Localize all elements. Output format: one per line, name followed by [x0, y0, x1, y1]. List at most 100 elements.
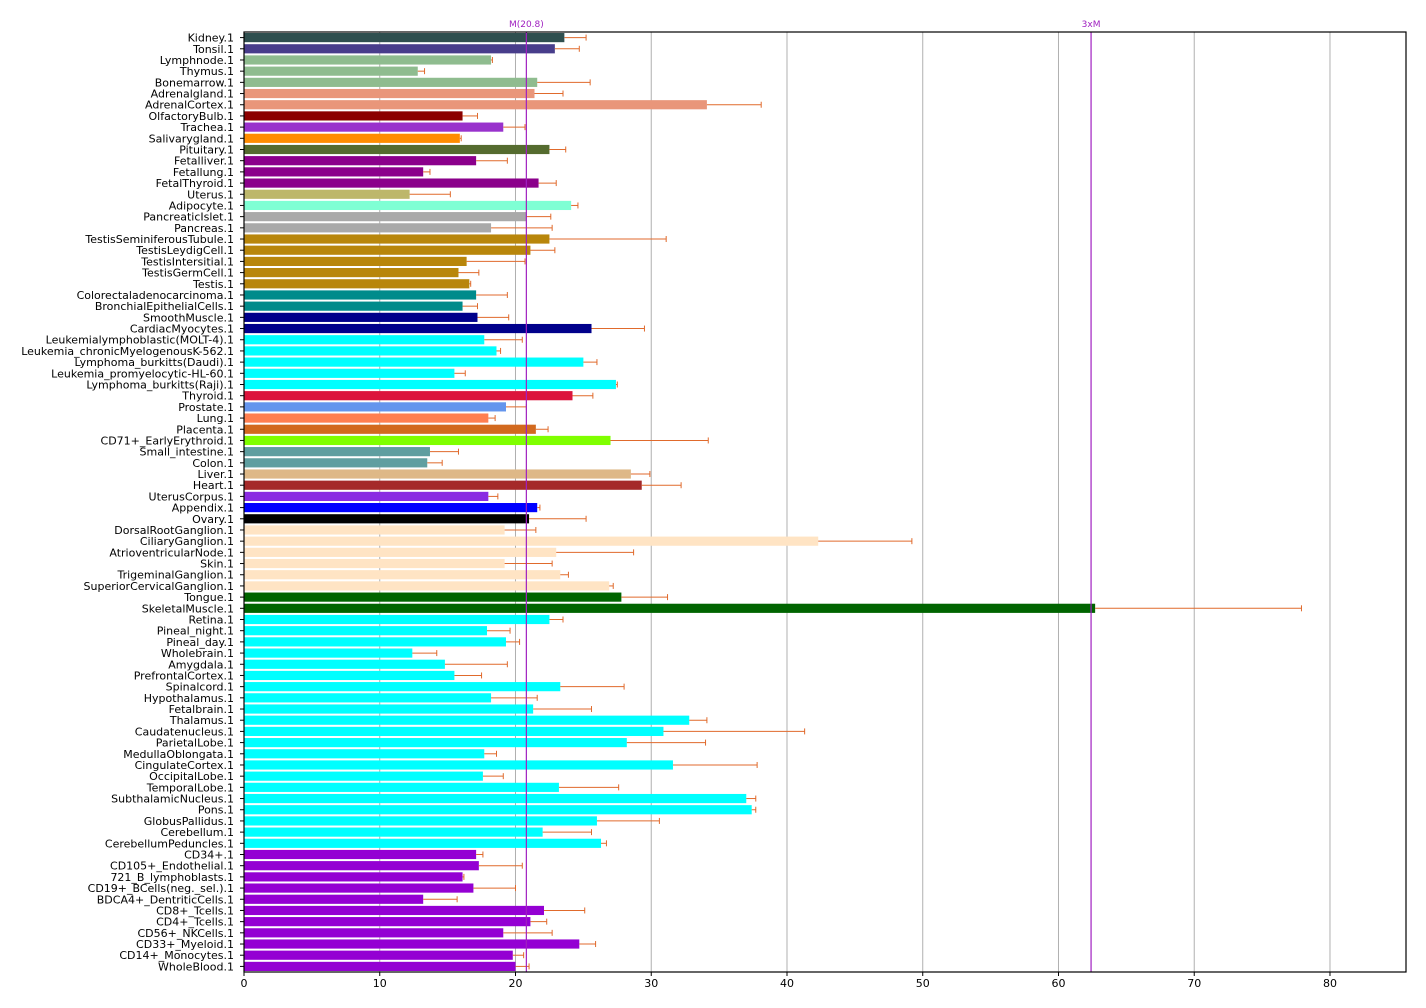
- y-tick-label: Lymphnode.1: [160, 54, 234, 67]
- bar: [244, 782, 559, 792]
- y-tick-label: Tonsil.1: [192, 43, 234, 56]
- y-tick-label: OlfactoryBulb.1: [148, 110, 234, 123]
- bar: [244, 368, 455, 378]
- y-tick-label: Lymphoma_burkitts(Raji).1: [86, 379, 234, 392]
- bar: [244, 614, 550, 625]
- bar: [244, 447, 430, 457]
- bar: [244, 301, 463, 311]
- y-tick-label: CD56+_NKCells.1: [138, 927, 235, 940]
- bar: [244, 805, 752, 815]
- y-tick-label: CardiacMyocytes.1: [130, 323, 234, 336]
- bar: [244, 905, 545, 916]
- y-tick-label: TrigeminalGanglion.1: [117, 569, 235, 582]
- bar: [244, 592, 622, 602]
- bar: [244, 715, 690, 725]
- bar: [244, 626, 487, 636]
- bar: [244, 66, 418, 76]
- y-tick-label: Lymphoma_burkitts(Daudi).1: [74, 356, 234, 369]
- bar: [244, 961, 516, 971]
- bar: [244, 838, 602, 848]
- y-tick-label: Amygdala.1: [168, 658, 234, 671]
- y-tick-label: Small_intestine.1: [140, 446, 235, 459]
- y-tick-label: Pineal_day.1: [166, 636, 234, 649]
- y-tick-label: CD105+_Endothelial.1: [110, 860, 234, 873]
- y-tick-label: Cerebellum.1: [160, 826, 234, 839]
- y-tick-label: Adipocyte.1: [169, 199, 234, 212]
- bar: [244, 581, 610, 591]
- y-tick-label: SkeletalMuscle.1: [142, 602, 234, 615]
- y-tick-label: Hypothalamus.1: [144, 692, 234, 705]
- y-tick-label: FetalThyroid.1: [156, 177, 234, 190]
- y-tick-label: Lung.1: [197, 412, 234, 425]
- bar: [244, 793, 747, 804]
- y-tick-label: Thyroid.1: [181, 390, 234, 403]
- y-tick-label: CD14+_Monocytes.1: [119, 949, 234, 962]
- y-tick-label: CD34+.1: [184, 849, 234, 862]
- y-tick-label: MedullaOblongata.1: [123, 748, 234, 761]
- bar: [244, 335, 485, 345]
- x-tick-label: 80: [1323, 977, 1337, 990]
- bar: [244, 726, 664, 736]
- bar: [244, 223, 492, 233]
- y-tick-label: Appendix.1: [172, 502, 234, 515]
- y-tick-label: Fetalliver.1: [174, 155, 234, 168]
- bar: [244, 514, 530, 524]
- x-tick-label: 50: [916, 977, 930, 990]
- bar: [244, 659, 445, 669]
- bar: [244, 100, 707, 110]
- y-tick-label: Ovary.1: [192, 513, 234, 526]
- y-tick-label: Bonemarrow.1: [155, 76, 234, 89]
- y-tick-label: PancreaticIslet.1: [143, 211, 234, 224]
- bar: [244, 525, 505, 535]
- y-tick-label: Placenta.1: [176, 423, 234, 436]
- y-tick-label: Liver.1: [198, 468, 234, 481]
- bar: [244, 704, 534, 714]
- bar: [244, 144, 550, 155]
- bar: [244, 827, 543, 837]
- bar: [244, 503, 538, 513]
- y-tick-label: TestisIntersitial.1: [140, 255, 234, 268]
- bar: [244, 928, 504, 938]
- bar: [244, 290, 477, 300]
- bar: [244, 178, 539, 188]
- bar: [244, 738, 627, 748]
- bar: [244, 603, 1096, 613]
- y-tick-label: Salivarygland.1: [149, 132, 234, 145]
- bar: [244, 88, 535, 99]
- bar: [244, 693, 492, 703]
- y-tick-label: CingulateCortex.1: [135, 759, 234, 772]
- y-tick-label: SubthalamicNucleus.1: [111, 793, 234, 806]
- y-tick-label: Fetallung.1: [173, 166, 234, 179]
- y-tick-label: Thymus.1: [179, 65, 234, 78]
- bar: [244, 55, 492, 65]
- y-tick-label: Pineal_night.1: [157, 625, 234, 638]
- bar: [244, 435, 611, 446]
- reference-line-label: M(20.8): [509, 20, 544, 30]
- y-tick-label: Colorectaladenocarcinoma.1: [77, 289, 234, 302]
- x-tick-label: 20: [508, 977, 522, 990]
- bar: [244, 771, 483, 781]
- bar: [244, 849, 477, 860]
- bar: [244, 133, 460, 143]
- bar: [244, 312, 478, 322]
- bar: [244, 402, 506, 412]
- y-tick-label: CerebellumPeduncles.1: [105, 837, 234, 850]
- bar: [244, 33, 565, 43]
- y-tick-label: Spinalcord.1: [166, 681, 234, 694]
- y-tick-label: Leukemialymphoblastic(MOLT-4).1: [46, 334, 234, 347]
- y-tick-label: BDCA4+_DentriticCells.1: [97, 893, 234, 906]
- bar: [244, 861, 479, 871]
- y-tick-label: Kidney.1: [188, 32, 234, 45]
- y-tick-label: PrefrontalCortex.1: [134, 669, 234, 682]
- y-tick-label: SuperiorCervicalGanglion.1: [84, 580, 234, 593]
- y-tick-label: TestisLeydigCell.1: [135, 244, 234, 257]
- bar: [244, 111, 463, 121]
- y-tick-label: Uterus.1: [187, 188, 234, 201]
- y-tick-label: Retina.1: [189, 614, 235, 627]
- bar: [244, 883, 474, 893]
- x-tick-label: 70: [1187, 977, 1201, 990]
- y-tick-label: Fetalbrain.1: [169, 703, 234, 716]
- reference-line-label: 3xM: [1082, 20, 1101, 30]
- bar: [244, 749, 485, 759]
